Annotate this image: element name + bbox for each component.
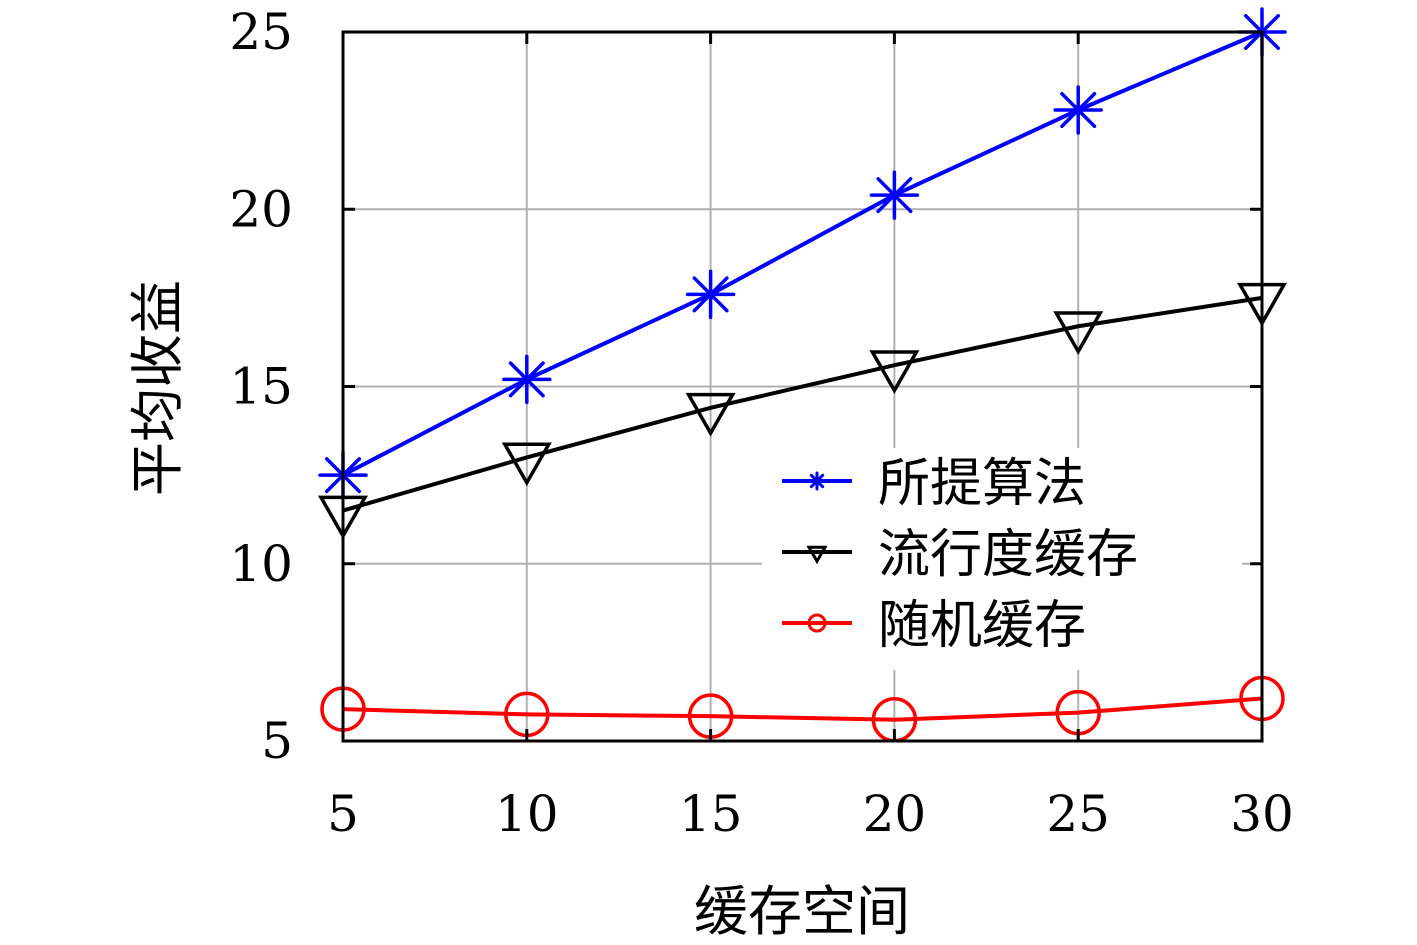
x-tick-label: 10 [495,785,559,843]
data-point [685,269,736,320]
data-point [1053,311,1104,356]
data-point [502,354,552,405]
y-axis-label: 平均收益 [126,280,189,496]
y-tick-label: 20 [229,180,293,238]
y-tick-label: 25 [229,3,293,61]
series [320,675,1285,743]
legend-item: 所提算法 [782,454,1086,514]
data-point [807,613,827,633]
x-tick-label: 5 [327,785,359,843]
series-line [342,295,1263,513]
legend-swatch-triangle-down-icon [782,545,852,565]
series [317,282,1288,540]
x-tick-label: 30 [1230,785,1294,843]
x-axis-label: 缓存空间 [694,880,910,943]
data-point [807,471,827,491]
legend: 所提算法 流行度缓存 随机缓存 [762,448,1242,670]
data-point [685,392,736,437]
legend-swatch-circle-icon [782,613,852,633]
y-tick-label: 5 [261,712,293,770]
legend-label: 随机缓存 [878,596,1086,656]
data-point [806,545,828,565]
legend-label: 流行度缓存 [878,525,1138,585]
y-tick-label: 15 [229,358,293,416]
x-tick-label: 25 [1046,785,1110,843]
y-axis: 5 10 15 20 25 [229,3,1262,770]
legend-label: 所提算法 [878,454,1086,514]
data-point [1053,85,1103,135]
series [318,7,1287,500]
series-line [342,696,1263,722]
data-point [501,442,552,487]
data-point [869,350,920,395]
legend-item: 随机缓存 [782,596,1086,656]
data-point [869,170,920,220]
x-tick-label: 15 [679,785,743,843]
legend-background [762,448,1242,670]
legend-swatch-asterisk-icon [782,471,852,491]
series-line [342,30,1263,477]
x-tick-label: 20 [863,785,927,843]
legend-item: 流行度缓存 [782,525,1138,585]
x-axis: 5 10 15 20 25 30 [327,32,1294,843]
y-tick-label: 10 [229,535,293,593]
